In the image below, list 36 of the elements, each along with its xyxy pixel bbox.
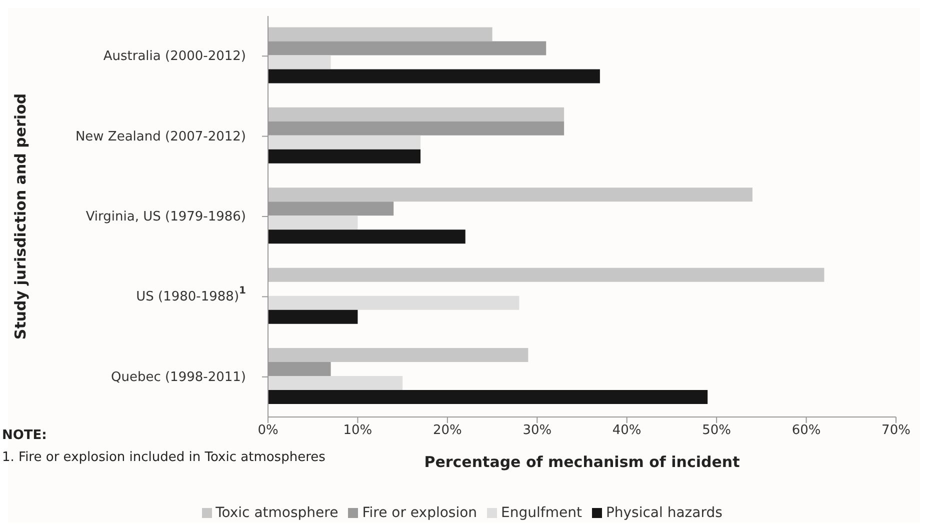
bar (268, 27, 492, 42)
bar (268, 149, 421, 164)
y-axis-title: Study jurisdiction and period (11, 93, 30, 340)
bar (268, 188, 752, 202)
bar (268, 296, 520, 310)
bar (268, 216, 358, 230)
y-tick-label: New Zealand (2007-2012) (75, 128, 246, 144)
bar (268, 376, 403, 390)
bar (268, 230, 466, 244)
legend-label: Toxic atmosphere (216, 505, 338, 521)
bar (268, 268, 824, 282)
bar (268, 390, 708, 404)
legend-label: Physical hazards (606, 505, 722, 521)
bar (268, 55, 331, 70)
x-tick-label: 50% (702, 423, 732, 438)
legend-label: Engulfment (501, 505, 582, 521)
y-tick-label: Australia (2000-2012) (103, 48, 246, 64)
x-tick-label: 0% (258, 423, 278, 438)
x-tick-label: 20% (432, 423, 462, 438)
y-tick-label: US (1980-1988)$^{1}$ (136, 286, 246, 304)
bar (268, 310, 358, 324)
y-tick-label: Quebec (1998-2011) (110, 369, 246, 384)
y-tick-label: Virginia, US (1979-1986) (86, 209, 246, 224)
x-tick-label: 10% (343, 423, 372, 438)
bar (268, 348, 528, 362)
x-tick-label: 70% (882, 423, 910, 438)
legend-label: Fire or explosion (362, 505, 478, 521)
x-tick-label: 60% (792, 423, 821, 438)
bar (268, 107, 564, 122)
text: 1. Fire or explosion included in Toxic atmospheres (2, 450, 326, 465)
bar (268, 135, 421, 150)
x-axis-title: Percentage of mechanism of incident (424, 453, 740, 471)
bar (268, 69, 600, 84)
x-tick-label: 40% (612, 423, 642, 438)
x-tick-label: 30% (522, 423, 552, 438)
text: NOTE: (2, 428, 47, 443)
